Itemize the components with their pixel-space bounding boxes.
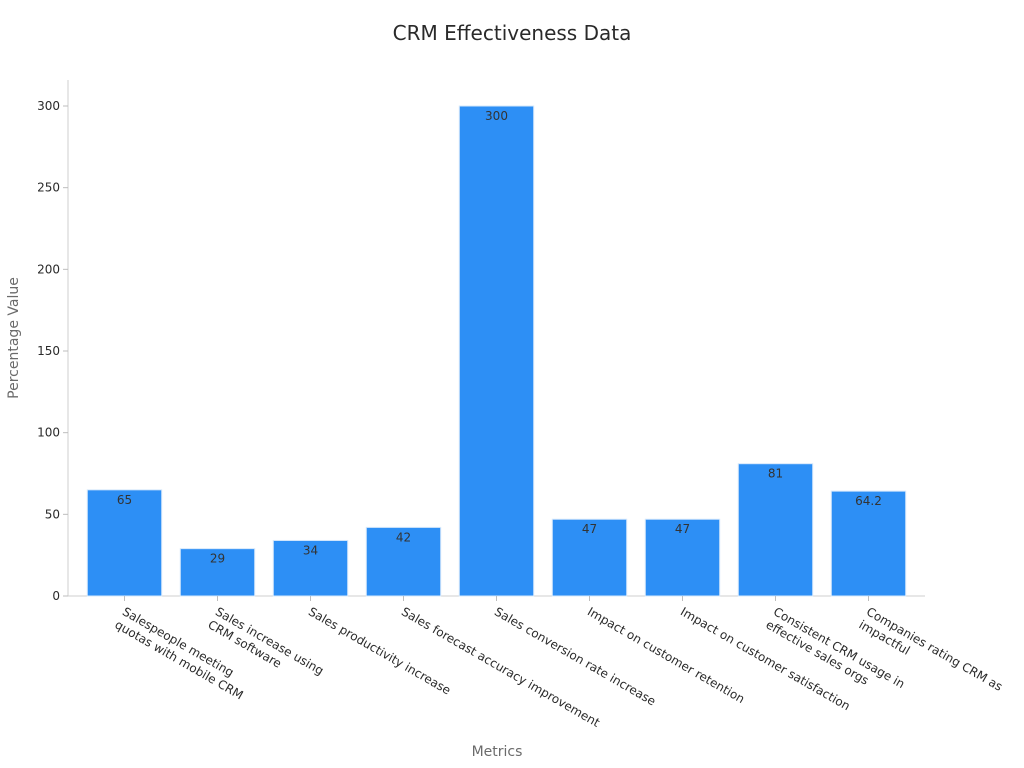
chart-title: CRM Effectiveness Data <box>393 21 632 45</box>
bar-value-label: 47 <box>675 522 690 536</box>
y-tick-label: 150 <box>37 344 60 358</box>
y-tick-label: 200 <box>37 262 60 276</box>
x-tick-label: Companies rating CRM asimpactful <box>857 604 1005 706</box>
x-tick-label: Sales conversion rate increase <box>492 604 658 708</box>
x-axis-ticks: Salespeople meetingquotas with mobile CR… <box>113 596 1005 730</box>
y-axis-ticks: 0 50 100 150 200 250 300 <box>37 99 68 603</box>
y-tick-label: 0 <box>52 589 60 603</box>
bar-value-label: 47 <box>582 522 597 536</box>
bar <box>830 490 907 597</box>
y-tick-label: 100 <box>37 426 60 440</box>
y-tick-label: 250 <box>37 181 60 195</box>
x-axis-title: Metrics <box>472 744 523 760</box>
y-tick-label: 300 <box>37 99 60 113</box>
bars-group <box>86 105 907 597</box>
bar-value-label: 29 <box>210 552 225 566</box>
bar-value-label: 42 <box>396 530 411 544</box>
bar-value-label: 34 <box>303 543 318 557</box>
y-axis-title: Percentage Value <box>6 277 22 399</box>
x-tick-label: Impact on customer retention <box>585 604 747 706</box>
bar <box>458 105 535 597</box>
bar-value-label: 81 <box>768 467 783 481</box>
y-tick-label: 50 <box>45 507 60 521</box>
bar-value-label: 300 <box>485 109 508 123</box>
bar <box>86 489 163 597</box>
x-tick-label: Sales forecast accuracy improvement <box>399 604 602 730</box>
data-labels-group: 65 29 34 42 300 47 47 81 64.2 <box>117 109 882 566</box>
bar <box>644 518 721 597</box>
bar-value-label: 64.2 <box>855 494 882 508</box>
bar <box>737 463 814 597</box>
bar-value-label: 65 <box>117 493 132 507</box>
